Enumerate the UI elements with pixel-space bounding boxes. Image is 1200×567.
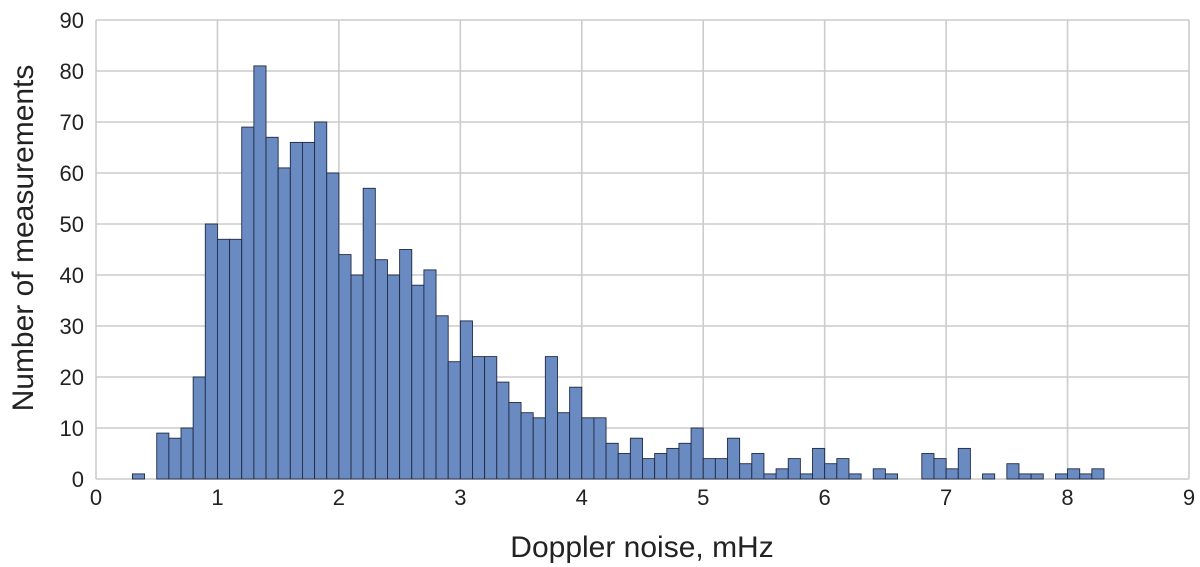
x-tick-label: 7 bbox=[940, 485, 952, 510]
histogram-bar bbox=[884, 473, 898, 480]
y-tick-label: 60 bbox=[60, 161, 84, 186]
y-tick-label: 90 bbox=[60, 8, 84, 33]
histogram-bar bbox=[168, 437, 182, 480]
histogram-bar bbox=[435, 315, 449, 480]
histogram-bar bbox=[289, 141, 303, 480]
histogram-bar bbox=[836, 458, 850, 480]
histogram-bar bbox=[605, 442, 619, 480]
histogram-bar bbox=[229, 238, 243, 480]
histogram-bar bbox=[775, 468, 789, 480]
histogram-bar bbox=[374, 259, 388, 480]
histogram-bar bbox=[848, 473, 862, 480]
histogram-bar bbox=[678, 442, 692, 480]
histogram-bar bbox=[447, 361, 461, 480]
y-tick-label: 20 bbox=[60, 365, 84, 390]
histogram-bar bbox=[350, 274, 364, 480]
histogram-bar bbox=[411, 284, 425, 480]
histogram-bar bbox=[484, 356, 498, 480]
y-axis-label: Number of measurements bbox=[7, 65, 40, 412]
histogram-bar bbox=[314, 121, 328, 480]
bars bbox=[131, 65, 1105, 480]
histogram-bar bbox=[642, 458, 656, 480]
histogram-bar bbox=[532, 417, 546, 480]
histogram-bar bbox=[277, 167, 291, 480]
histogram-bar bbox=[472, 356, 486, 480]
histogram-bar bbox=[302, 141, 316, 480]
y-tick-labels: 0 10 20 30 40 50 60 70 80 90 bbox=[60, 8, 84, 492]
histogram-bar bbox=[581, 417, 595, 480]
histogram-bar bbox=[1054, 473, 1069, 480]
histogram-bar bbox=[569, 386, 583, 480]
histogram-bar bbox=[787, 458, 801, 480]
histogram-bar bbox=[496, 381, 510, 480]
x-tick-label: 8 bbox=[1061, 485, 1073, 510]
x-tick-label: 4 bbox=[576, 485, 588, 510]
histogram-bar bbox=[180, 427, 194, 480]
y-tick-label: 30 bbox=[60, 314, 84, 339]
histogram-bar bbox=[751, 453, 765, 480]
histogram-bar bbox=[387, 274, 401, 480]
y-tick-label: 50 bbox=[60, 212, 84, 237]
histogram-bar bbox=[399, 249, 413, 480]
histogram-bar bbox=[982, 473, 996, 480]
histogram-bar bbox=[727, 437, 741, 480]
x-tick-label: 9 bbox=[1183, 485, 1195, 510]
x-tick-labels: 0 1 2 3 4 5 6 7 8 9 bbox=[90, 485, 1195, 510]
histogram-bar bbox=[921, 453, 935, 480]
histogram-bar bbox=[957, 447, 971, 480]
histogram-bar bbox=[1091, 468, 1105, 480]
x-tick-label: 5 bbox=[697, 485, 709, 510]
histogram-bar bbox=[690, 427, 704, 480]
histogram-bar bbox=[629, 437, 643, 480]
histogram-bar bbox=[739, 463, 753, 480]
histogram-bar bbox=[156, 432, 170, 480]
histogram-bar bbox=[459, 320, 473, 480]
histogram-bar bbox=[763, 473, 777, 480]
y-tick-label: 10 bbox=[60, 416, 84, 441]
histogram-bar bbox=[520, 412, 534, 480]
histogram-bar bbox=[423, 269, 437, 480]
histogram-bar bbox=[872, 468, 886, 480]
histogram-bar bbox=[933, 458, 947, 480]
histogram-bar bbox=[1067, 468, 1081, 480]
histogram-bar bbox=[799, 473, 813, 480]
histogram-bar bbox=[557, 412, 571, 480]
histogram-bar bbox=[1030, 473, 1044, 480]
histogram-bar bbox=[593, 417, 607, 480]
histogram-bar bbox=[131, 473, 146, 480]
histogram-bar bbox=[241, 126, 255, 480]
histogram-bar bbox=[326, 172, 340, 480]
x-axis-label: Doppler noise, mHz bbox=[510, 531, 773, 564]
x-tick-label: 0 bbox=[90, 485, 102, 510]
x-tick-label: 2 bbox=[333, 485, 345, 510]
histogram-bar bbox=[544, 356, 558, 480]
histogram-bar bbox=[362, 187, 376, 480]
histogram-bar bbox=[617, 453, 631, 480]
histogram-bar bbox=[945, 468, 959, 480]
y-tick-label: 70 bbox=[60, 110, 84, 135]
histogram-bar bbox=[654, 453, 668, 480]
histogram-bar bbox=[508, 402, 522, 480]
y-tick-label: 0 bbox=[72, 467, 84, 492]
histogram-bar bbox=[1006, 463, 1020, 480]
histogram-bar bbox=[702, 458, 716, 480]
histogram-bar bbox=[824, 463, 838, 480]
x-tick-label: 1 bbox=[211, 485, 223, 510]
histogram-bar bbox=[253, 65, 267, 480]
x-tick-label: 3 bbox=[454, 485, 466, 510]
x-tick-label: 6 bbox=[819, 485, 831, 510]
histogram-bar bbox=[192, 376, 206, 480]
histogram-bar bbox=[216, 238, 231, 480]
histogram-bar bbox=[714, 458, 728, 480]
histogram-bar bbox=[666, 447, 680, 480]
y-tick-label: 40 bbox=[60, 263, 84, 288]
y-tick-label: 80 bbox=[60, 59, 84, 84]
histogram-bar bbox=[1018, 473, 1032, 480]
histogram-bar bbox=[204, 223, 218, 480]
histogram-bar bbox=[338, 254, 352, 480]
histogram-bar bbox=[265, 136, 279, 480]
histogram-bar bbox=[1079, 473, 1093, 480]
histogram-bar bbox=[812, 447, 826, 480]
